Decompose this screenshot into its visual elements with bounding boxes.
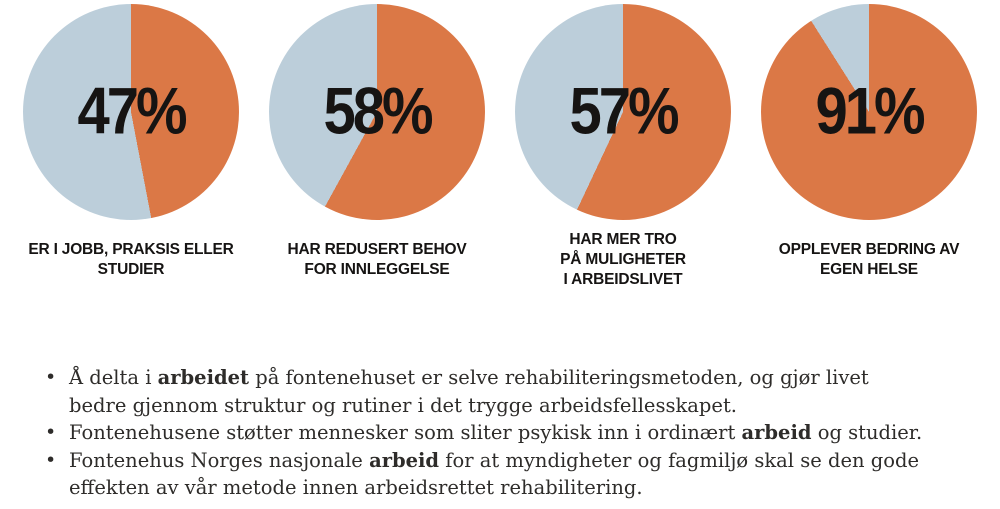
pie-caption-line: HAR REDUSERT BEHOV	[287, 241, 467, 258]
pie-chart-group: 58% HAR REDUSERT BEHOV FOR INNLEGGELSE	[254, 4, 500, 292]
pie-caption-line: I ARBEIDSLIVET	[563, 271, 683, 288]
pie-caption-line: PÅ MULIGHETER	[560, 251, 686, 268]
bullet-text: Å delta i arbeidet på fontenehuset er se…	[69, 366, 869, 417]
bullet-marker: •	[45, 366, 57, 388]
bullet-list: • Å delta i arbeidet på fontenehuset er s…	[45, 364, 929, 502]
pie-chart-group: 91% OPPLEVER BEDRING AV EGEN HELSE	[746, 4, 992, 292]
bullet-marker: •	[45, 448, 57, 471]
bullet-item: • Fontenehusene støtter mennesker som sli…	[45, 419, 929, 447]
pie-chart: 58%	[269, 4, 485, 220]
bullet-marker: •	[45, 421, 57, 443]
pie-caption: OPPLEVER BEDRING AV EGEN HELSE	[779, 228, 960, 292]
pie-caption: HAR REDUSERT BEHOV FOR INNLEGGELSE	[288, 228, 467, 292]
pie-caption-line: HAR MER TRO	[569, 231, 677, 248]
bullet-item: • Fontenehus Norges nasjonale arbeid for …	[45, 447, 929, 502]
pie-charts-row: 47% ER I JOBB, PRAKSIS ELLER STUDIER 58% HAR…	[8, 4, 992, 292]
pie-caption-line: STUDIER	[97, 261, 165, 278]
bullet-text: Fontenehus Norges nasjonale arbeid for a…	[69, 448, 920, 500]
pie-caption-line: EGEN HELSE	[820, 261, 918, 278]
pie-caption: HAR MER TRO PÅ MULIGHETER I ARBEIDSLIVET	[560, 228, 686, 292]
pie-chart: 57%	[515, 4, 731, 220]
pie-chart: 47%	[23, 4, 239, 220]
pie-chart-group: 47% ER I JOBB, PRAKSIS ELLER STUDIER	[8, 4, 254, 292]
pie-percentage-label: 57%	[569, 74, 679, 149]
pie-chart: 91%	[761, 4, 977, 220]
pie-percentage-label: 47%	[77, 74, 187, 149]
pie-caption-line: ER I JOBB, PRAKSIS ELLER	[28, 241, 234, 258]
pie-caption: ER I JOBB, PRAKSIS ELLER STUDIER	[28, 228, 234, 292]
pie-caption-line: FOR INNLEGGELSE	[304, 261, 450, 278]
bullet-text: Fontenehusene støtter mennesker som slit…	[69, 421, 923, 444]
bullet-item: • Å delta i arbeidet på fontenehuset er s…	[45, 364, 929, 419]
pie-caption-line: OPPLEVER BEDRING AV	[778, 241, 960, 258]
pie-percentage-label: 91%	[815, 74, 925, 149]
pie-chart-group: 57% HAR MER TRO PÅ MULIGHETER I ARBEIDSLIVE…	[500, 4, 746, 292]
pie-percentage-label: 58%	[323, 74, 433, 149]
